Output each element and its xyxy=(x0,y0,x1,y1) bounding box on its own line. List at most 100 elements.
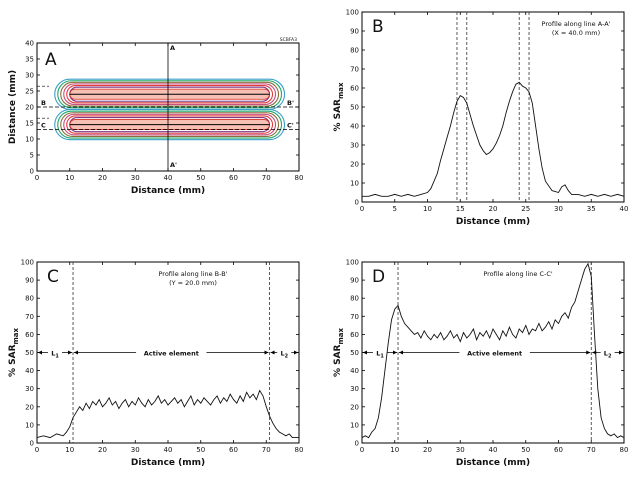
series-line xyxy=(36,389,299,439)
L1-label-bg xyxy=(48,347,63,358)
y-tick-label: 80 xyxy=(25,295,34,303)
panel-letter: B xyxy=(372,17,384,37)
x-tick-label: 50 xyxy=(196,174,205,182)
x-tick-label: 20 xyxy=(489,205,498,213)
x-tick-label: 70 xyxy=(262,174,271,182)
y-tick-label: 25 xyxy=(25,88,34,96)
L2-label: L2 xyxy=(280,350,288,360)
x-tick-label: 70 xyxy=(587,446,596,454)
active-arrow-tail xyxy=(399,350,404,355)
y-tick-label: 50 xyxy=(25,349,34,357)
y-tick-label: 100 xyxy=(346,259,359,267)
panel-title: Profile along line B-B' xyxy=(159,270,228,278)
contour-band xyxy=(66,115,274,134)
x-tick-label: 30 xyxy=(131,446,140,454)
contour-band xyxy=(54,109,286,141)
y-axis-label: % SARmax xyxy=(333,327,345,377)
profile-label-right: C' xyxy=(287,121,294,129)
contour-band xyxy=(66,85,274,104)
y-tick-label: 60 xyxy=(350,331,359,339)
L1-label: L1 xyxy=(51,350,59,360)
y-tick-label: 100 xyxy=(21,259,34,267)
x-tick-label: 20 xyxy=(423,446,432,454)
L1-arrow-head xyxy=(68,350,73,355)
x-tick-label: 35 xyxy=(587,205,596,213)
x-tick-label: 5 xyxy=(393,205,397,213)
L1-arrow-head xyxy=(393,350,398,355)
panel-letter: D xyxy=(372,267,385,287)
panel-d: 0 10 20 30 40 50 60 70 80 0 10 20 30 40 50 60 70 80 90 100 D… xyxy=(333,259,628,469)
y-tick-label: 40 xyxy=(25,367,34,375)
panel-c: 0 10 20 30 40 50 60 70 80 0 10 20 30 40 50 60 70 80 90 100 D… xyxy=(8,259,303,469)
y-tick-label: 60 xyxy=(25,331,34,339)
y-tick-label: 10 xyxy=(350,180,359,188)
y-tick-label: 10 xyxy=(25,136,34,144)
profile-label-left: C xyxy=(41,121,46,129)
y-tick-label: 15 xyxy=(25,120,34,128)
y-tick-label: 70 xyxy=(350,313,359,321)
y-tick-label: 40 xyxy=(350,123,359,131)
x-tick-label: 25 xyxy=(521,205,530,213)
y-tick-label: 80 xyxy=(350,295,359,303)
x-tick-label: 60 xyxy=(229,446,238,454)
x-tick-label: 0 xyxy=(360,205,364,213)
panel-b: 0 5 10 15 20 25 30 35 40 0 10 20 30 40 50 60 70 80 90 100 Di… xyxy=(333,9,628,228)
y-tick-label: 90 xyxy=(350,277,359,285)
x-tick-label: 10 xyxy=(390,446,399,454)
y-tick-label: 30 xyxy=(25,72,34,80)
y-tick-label: 70 xyxy=(350,66,359,74)
L2-label: L2 xyxy=(604,350,612,360)
y-tick-label: 30 xyxy=(350,142,359,150)
x-tick-label: 0 xyxy=(35,174,39,182)
y-tick-label: 90 xyxy=(25,277,34,285)
x-tick-label: 20 xyxy=(98,174,107,182)
series-line xyxy=(362,81,625,197)
corner-label: SCBFA3 xyxy=(280,37,297,43)
x-tick-label: 10 xyxy=(65,174,74,182)
contour-band xyxy=(63,83,277,105)
active-element-label: Active element xyxy=(467,350,522,358)
y-axis-label: % SARmax xyxy=(333,82,345,132)
L1-label: L1 xyxy=(376,350,384,360)
x-tick-label: 15 xyxy=(456,205,465,213)
y-tick-label: 70 xyxy=(25,313,34,321)
y-tick-label: 30 xyxy=(350,385,359,393)
panel-title: Profile along line C-C' xyxy=(483,270,553,278)
x-tick-label: 80 xyxy=(620,446,629,454)
active-arrow-head xyxy=(586,350,591,355)
x-tick-label: 50 xyxy=(196,446,205,454)
panel-letter: C xyxy=(47,267,59,287)
x-tick-label: 30 xyxy=(554,205,563,213)
L2-label-bg xyxy=(600,347,615,358)
y-tick-label: 35 xyxy=(25,56,34,64)
active-element-label-bg xyxy=(136,347,207,358)
y-tick-label: 20 xyxy=(25,403,34,411)
active-element-label: Active element xyxy=(144,350,199,358)
L1-label-bg xyxy=(373,347,388,358)
y-tick-label: 0 xyxy=(30,168,34,176)
y-tick-label: 90 xyxy=(350,28,359,36)
y-tick-label: 50 xyxy=(350,349,359,357)
contour-band xyxy=(60,112,280,137)
x-tick-label: 0 xyxy=(35,446,39,454)
x-axis-label: Distance (mm) xyxy=(131,186,205,196)
x-tick-label: 0 xyxy=(360,446,364,454)
x-tick-label: 50 xyxy=(521,446,530,454)
x-tick-label: 80 xyxy=(295,174,304,182)
x-tick-label: 40 xyxy=(164,446,173,454)
x-axis-label: Distance (mm) xyxy=(131,458,205,468)
contour-band xyxy=(57,80,283,109)
L2-arrow-head xyxy=(619,350,623,355)
y-tick-label: 10 xyxy=(25,421,34,429)
y-tick-label: 0 xyxy=(355,440,359,448)
x-tick-label: 30 xyxy=(456,446,465,454)
profile-label-left: B xyxy=(41,99,46,107)
y-tick-label: 60 xyxy=(350,85,359,93)
active-element-label-bg xyxy=(459,347,530,358)
y-tick-label: 100 xyxy=(346,9,359,17)
plot-frame xyxy=(361,11,625,203)
y-tick-label: 50 xyxy=(350,104,359,112)
x-tick-label: 60 xyxy=(229,174,238,182)
y-tick-label: 0 xyxy=(355,199,359,207)
